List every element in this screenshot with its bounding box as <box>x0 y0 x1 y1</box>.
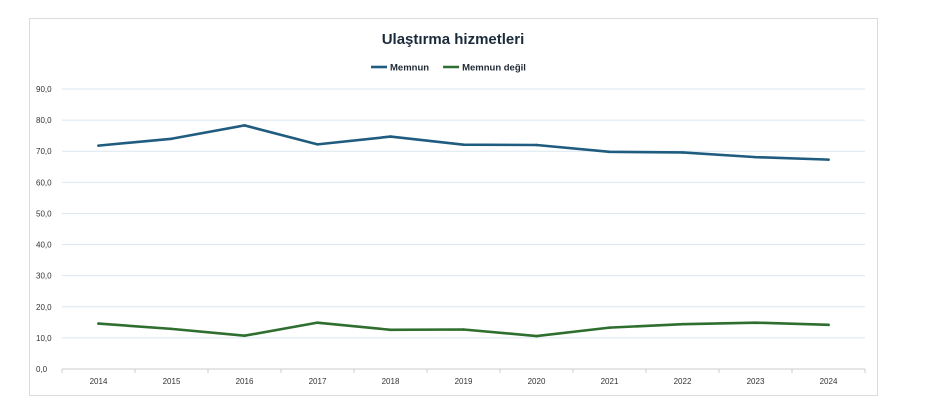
y-tick-label: 50,0 <box>36 209 52 218</box>
data-point <box>608 326 611 329</box>
data-point <box>97 322 100 325</box>
data-point <box>827 323 830 327</box>
gridlines <box>62 88 865 339</box>
series-lines <box>97 124 830 338</box>
y-tick-label: 20,0 <box>36 303 52 312</box>
data-point <box>827 158 830 161</box>
y-tick-label: 10,0 <box>36 334 52 343</box>
x-tick-label: 2023 <box>747 377 765 386</box>
data-point <box>243 124 246 127</box>
x-tick-label: 2017 <box>309 377 327 386</box>
y-tick-label: 40,0 <box>36 241 52 250</box>
y-tick-label: 60,0 <box>36 178 52 187</box>
x-tick-label: 2021 <box>601 377 619 386</box>
data-point <box>389 328 392 332</box>
data-point <box>316 321 319 324</box>
data-point <box>535 334 538 338</box>
x-tick-label: 2018 <box>382 377 400 386</box>
data-point <box>535 143 538 147</box>
data-point <box>170 137 173 141</box>
x-tick-label: 2019 <box>455 377 473 386</box>
data-point <box>97 144 100 147</box>
data-point <box>681 151 684 154</box>
x-tick-label: 2024 <box>820 377 838 386</box>
data-point <box>316 143 319 146</box>
data-point <box>608 150 611 154</box>
data-point <box>681 322 684 326</box>
y-tick-label: 30,0 <box>36 272 52 281</box>
y-tick-label: 80,0 <box>36 116 52 125</box>
legend-label-1: Memnun <box>390 63 429 74</box>
data-point <box>170 327 173 331</box>
y-tick-label: 90,0 <box>36 85 52 94</box>
y-tick-label: 70,0 <box>36 147 52 156</box>
y-tick-label: 0,0 <box>36 365 48 374</box>
data-point <box>754 321 757 324</box>
legend-label-2: Memnun değil <box>462 63 526 74</box>
x-tick-label: 2014 <box>90 377 108 386</box>
data-point <box>754 155 757 159</box>
x-tick-label: 2022 <box>674 377 692 386</box>
data-point <box>243 334 246 338</box>
legend: Memnun Memnun değil <box>371 63 526 74</box>
data-point <box>462 328 465 331</box>
x-tick-label: 2016 <box>236 377 254 386</box>
data-point <box>462 143 465 146</box>
x-tick-label: 2020 <box>528 377 546 386</box>
x-tick-label: 2015 <box>163 377 181 386</box>
x-axis: 2014 2015 2016 2017 2018 2019 2020 2021 2022 2023… <box>61 368 866 386</box>
series-line-1 <box>97 124 830 161</box>
y-axis: 0,0 10,0 20,0 30,0 40,0 50,0 60,0 70,0 80,0 90,0 <box>36 85 52 374</box>
chart-frame <box>29 18 878 396</box>
chart-title: Ulaştırma hizmetleri <box>382 31 525 48</box>
data-point <box>389 135 392 138</box>
